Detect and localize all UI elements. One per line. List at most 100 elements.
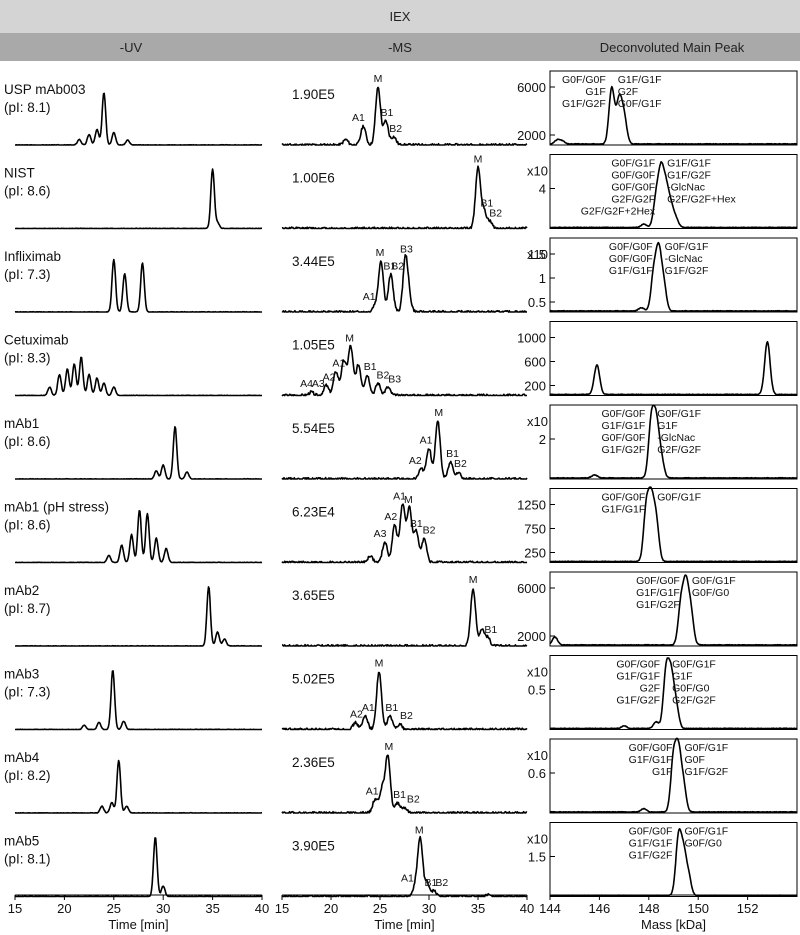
ms-peak-label: B2 <box>377 369 390 381</box>
sample-name: mAb1 (pH stress) <box>4 500 109 515</box>
sample-pi: (pI: 8.3) <box>4 351 51 366</box>
ms-x-axis-tick-label: 40 <box>520 901 534 916</box>
mass-x-axis-tick-label: 152 <box>737 901 759 916</box>
mass-peak-label: G0F/G1F <box>657 492 701 504</box>
mass-trace <box>549 340 798 396</box>
ms-peak-label: A1 <box>401 872 414 884</box>
mass-peak-label: G2F <box>640 683 660 695</box>
uv-x-axis-title: Time [min] <box>108 917 168 932</box>
mass-peak-label: G0F/G0F <box>611 182 655 194</box>
ms-peak-label: B1 <box>383 261 396 273</box>
mass-trace <box>549 241 798 312</box>
ms-intensity: 1.00E6 <box>292 171 335 186</box>
mass-trace <box>549 161 798 229</box>
sample-pi: (pI: 7.3) <box>4 267 51 282</box>
sample-name: mAb4 <box>4 750 40 765</box>
ms-peak-label: M <box>474 154 483 166</box>
mass-y-tick: 0.5 <box>528 295 546 310</box>
uv-trace <box>14 356 263 397</box>
ms-x-axis-tick-label: 25 <box>373 901 387 916</box>
uv-x-axis-tick-label: 20 <box>57 901 71 916</box>
uv-trace <box>14 586 263 647</box>
mass-y-tick: 2 <box>539 432 546 447</box>
sample-name: mAb1 <box>4 416 39 431</box>
ms-peak-label: M <box>374 73 383 85</box>
ms-peak-label: A2 <box>323 371 336 383</box>
ms-intensity: 5.54E5 <box>292 421 335 436</box>
mass-peak-label: G2F/G2F <box>672 695 716 707</box>
mass-peak-label: G1F/G2F <box>665 265 709 277</box>
ms-peak-label: B2 <box>423 525 436 537</box>
mass-peak-label: G1F/G1F <box>636 587 680 599</box>
mass-trace <box>549 404 798 479</box>
ms-peak-label: B1 <box>480 198 493 210</box>
mass-peak-label: G1F/G1F <box>629 838 673 850</box>
ms-trace <box>281 344 528 397</box>
ms-peak-label: B2 <box>489 208 502 220</box>
ms-peak-label: M <box>415 825 424 837</box>
mass-x-axis-tick-label: 150 <box>687 901 709 916</box>
ms-peak-label: M <box>376 247 385 259</box>
ms-intensity: 6.23E4 <box>292 505 335 520</box>
mass-peak-label: G0F/G1F <box>684 742 728 754</box>
mass-exponent: x10 <box>527 748 548 763</box>
ms-peak-label: M <box>375 658 384 670</box>
mass-y-tick: 2000 <box>517 629 546 644</box>
mass-x-axis-tick-label: 146 <box>589 901 611 916</box>
mass-y-tick: 4 <box>539 182 546 197</box>
mass-trace <box>549 657 798 730</box>
mass-peak-label: G0F/G1F <box>684 826 728 838</box>
ms-x-axis-tick-label: 15 <box>275 901 289 916</box>
sample-name: Cetuximab <box>4 333 69 348</box>
mass-peak-label: G0F/G1F <box>692 575 736 587</box>
ms-x-axis-title: Time [min] <box>374 917 434 932</box>
mass-peak-label: G2F/G2F <box>611 194 655 206</box>
mass-exponent: x10 <box>527 665 548 680</box>
mass-y-tick: 6000 <box>517 80 546 95</box>
ms-peak-label: B1 <box>446 448 459 460</box>
ms-x-axis-tick-label: 35 <box>471 901 485 916</box>
mass-trace <box>549 85 798 145</box>
mass-peak-label: G0F/G0F <box>609 253 653 265</box>
mass-y-tick: 1.5 <box>528 850 546 865</box>
mass-peak-label: G1F <box>657 420 677 432</box>
mass-peak-label: G0F/G0F <box>602 432 646 444</box>
ms-intensity: 2.36E5 <box>292 755 335 770</box>
panel-row-2: Infliximab (pI: 7.3) 3.44E5 M B1 B3 A1 B2 1.5 1 0.… <box>4 237 798 313</box>
axes-group: 15 20 25 30 35 40 Time [min] 15 20 25 30 35 40 Time [… <box>8 894 797 932</box>
sample-pi: (pI: 8.2) <box>4 768 51 783</box>
ms-trace <box>281 588 528 647</box>
ms-peak-label: A1 <box>332 358 345 370</box>
mass-x-axis-tick-label: 148 <box>638 901 660 916</box>
ms-peak-label: A2 <box>409 455 422 467</box>
ms-trace <box>281 254 528 313</box>
mass-peak-label: G1F/G1F <box>629 754 673 766</box>
sample-pi: (pI: 8.6) <box>4 184 51 199</box>
ms-peak-label: B2 <box>454 458 467 470</box>
mass-peak-label: G0F/G1F <box>611 158 655 170</box>
mass-panel-frame <box>549 571 798 647</box>
ms-intensity: 3.44E5 <box>292 254 335 269</box>
ms-peak-label: B1 <box>385 702 398 714</box>
ms-peak-label: A1 <box>393 491 406 503</box>
mass-peak-label: -GlcNac <box>667 182 705 194</box>
mass-peak-label: G0F/G0F <box>602 408 646 420</box>
mass-peak-label: G1F/G1F <box>602 420 646 432</box>
ms-peak-label: B2 <box>435 877 448 889</box>
ms-trace <box>281 86 528 146</box>
ms-peak-label: A1 <box>420 434 433 446</box>
panel-row-6: mAb2 (pI: 8.7) 3.65E5 M B1 6000 2000 G0F/G0F G0F… <box>4 571 798 647</box>
mass-exponent: x10 <box>527 164 548 179</box>
ms-peak-label: B2 <box>389 123 402 135</box>
column-header-deconvoluted: Deconvoluted Main Peak <box>600 40 745 55</box>
uv-trace <box>14 837 263 898</box>
ms-trace <box>281 420 528 480</box>
ms-peak-label: A2 <box>350 709 363 721</box>
uv-trace <box>14 510 263 564</box>
